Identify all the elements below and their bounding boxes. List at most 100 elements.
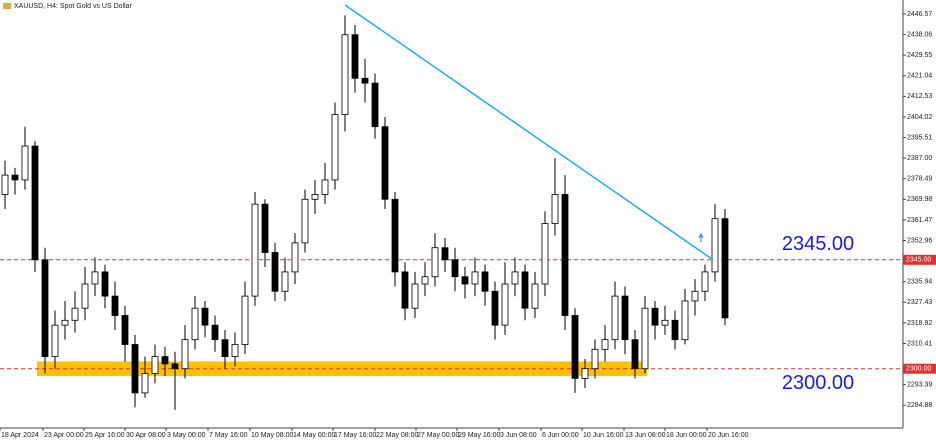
candle-body — [141, 373, 149, 394]
candle-body — [461, 276, 469, 285]
candle-body — [431, 247, 439, 278]
candle-body — [441, 247, 449, 261]
candle-body — [581, 368, 589, 379]
candle-body — [271, 252, 279, 292]
candle-body — [131, 344, 139, 394]
candle-body — [111, 295, 119, 316]
candle-body — [221, 339, 229, 358]
x-tick-label: 27 May 00:00 — [417, 432, 460, 439]
candle-body — [291, 242, 299, 273]
candle-body — [571, 315, 579, 379]
support-zone — [37, 361, 647, 376]
candle-body — [521, 271, 529, 309]
y-tick-label: 2446.57 — [907, 11, 932, 18]
candle-body — [551, 194, 559, 224]
x-tick-label: 7 May 16:00 — [209, 432, 248, 439]
candle-body — [391, 198, 399, 273]
x-tick-label: 10 May 08:00 — [251, 432, 294, 439]
candle-body — [601, 339, 609, 350]
candle-body — [511, 271, 519, 285]
candle-body — [41, 259, 49, 358]
x-tick-label: 23 Apr 00:00 — [44, 432, 84, 439]
y-tick-label: 2310.41 — [907, 340, 932, 347]
x-tick-label: 18 Jun 00:00 — [666, 432, 707, 439]
candle-body — [421, 276, 429, 285]
candle-body — [621, 295, 629, 341]
candle-body — [241, 295, 249, 345]
level-axis-label: 2345.00 — [906, 257, 931, 264]
y-tick-label: 2293.39 — [907, 382, 932, 389]
candle-body — [81, 283, 89, 309]
candle-body — [491, 290, 499, 326]
candle-body — [91, 271, 99, 285]
level-axis-box — [903, 254, 936, 265]
candle-body — [171, 363, 179, 370]
candle-body — [281, 271, 289, 292]
candle-body — [451, 259, 459, 278]
candle-body — [481, 271, 489, 292]
candle-body — [71, 307, 79, 321]
candle-body — [651, 307, 659, 326]
candle-body — [301, 198, 309, 244]
y-tick-label: 2369.98 — [907, 196, 932, 203]
candle-body — [251, 203, 259, 297]
candle-body — [721, 218, 729, 319]
y-tick-label: 2318.92 — [907, 320, 932, 327]
x-tick-label: 30 Apr 08:00 — [126, 432, 166, 439]
arrow-icon — [698, 232, 704, 242]
candle-body — [181, 339, 189, 370]
x-tick-label: 6 Jun 00:00 — [542, 432, 579, 439]
y-tick-label: 2284.88 — [907, 402, 932, 409]
y-tick-label: 2327.43 — [907, 299, 932, 306]
candle-body — [631, 339, 639, 370]
y-tick-label: 2352.96 — [907, 237, 932, 244]
symbol-icon — [3, 3, 11, 9]
candle-body — [231, 344, 239, 358]
x-tick-label: 10 Jun 16:00 — [583, 432, 624, 439]
y-tick-label: 2387.00 — [907, 155, 932, 162]
chart-title: XAUUSD, H4: Spot Gold vs US Dollar — [14, 3, 133, 10]
candle-body — [611, 295, 619, 341]
level-axis-label: 2300.00 — [906, 366, 931, 373]
y-tick-label: 2404.02 — [907, 114, 932, 121]
candle-body — [191, 307, 199, 341]
y-tick-label: 2438.06 — [907, 31, 932, 38]
candle-body — [541, 223, 549, 285]
candle-body — [501, 283, 509, 326]
candle-body — [201, 307, 209, 326]
candle-body — [531, 283, 539, 309]
candle-body — [401, 271, 409, 309]
candle-body — [311, 194, 319, 200]
x-tick-label: 14 May 00:00 — [293, 432, 336, 439]
x-tick-label: 25 Apr 16:00 — [85, 432, 125, 439]
candle-body — [641, 307, 649, 370]
candle-body — [691, 290, 699, 302]
candle-body — [341, 34, 349, 115]
y-tick-label: 2335.94 — [907, 279, 932, 286]
candle-body — [321, 179, 329, 195]
candle-body — [101, 271, 109, 297]
candle-body — [31, 145, 39, 261]
candle-body — [711, 218, 719, 273]
y-tick-label: 2429.55 — [907, 52, 932, 59]
candle-body — [701, 271, 709, 292]
candle-body — [411, 283, 419, 309]
candle-body — [381, 126, 389, 200]
y-tick-label: 2421.04 — [907, 73, 932, 80]
candle-body — [351, 34, 359, 79]
x-tick-label: 3 Jun 08:00 — [500, 432, 537, 439]
x-tick-label: 29 May 16:00 — [458, 432, 501, 439]
candle-body — [61, 319, 69, 326]
level-label: 2300.00 — [782, 372, 854, 394]
candle-body — [591, 348, 599, 370]
candle-body — [471, 271, 479, 285]
candle-body — [361, 77, 369, 84]
candle-body — [661, 319, 669, 326]
y-tick-label: 2395.51 — [907, 134, 932, 141]
candle-body — [371, 82, 379, 128]
x-tick-label: 13 Jun 08:00 — [625, 432, 666, 439]
candle-body — [1, 174, 9, 195]
candle-body — [21, 145, 29, 181]
